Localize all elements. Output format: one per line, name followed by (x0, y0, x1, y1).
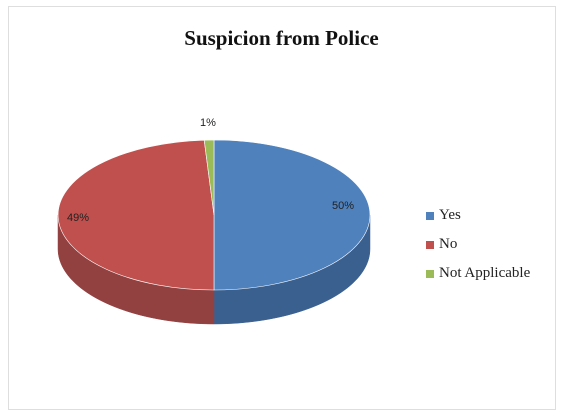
legend-label-yes: Yes (439, 207, 461, 223)
legend: Yes No Not Applicable (426, 201, 530, 288)
legend-item-yes: Yes (426, 201, 530, 230)
pie-slice-not-applicable (203, 139, 215, 216)
pie-slice-no (57, 139, 215, 291)
pie-slice-yes (213, 139, 371, 291)
legend-item-no: No (426, 230, 530, 259)
legend-swatch-yes (426, 211, 434, 220)
legend-item-not-applicable: Not Applicable (426, 259, 530, 288)
legend-label-not-applicable: Not Applicable (439, 265, 531, 281)
data-label-not-applicable: 1% (200, 117, 216, 129)
chart-title: Suspicion from Police (184, 26, 379, 50)
legend-label-no: No (439, 236, 458, 252)
data-label-yes: 50% (332, 200, 355, 212)
data-label-no: 49% (67, 212, 90, 224)
legend-swatch-not-applicable (426, 269, 434, 278)
legend-swatch-no (426, 240, 434, 249)
